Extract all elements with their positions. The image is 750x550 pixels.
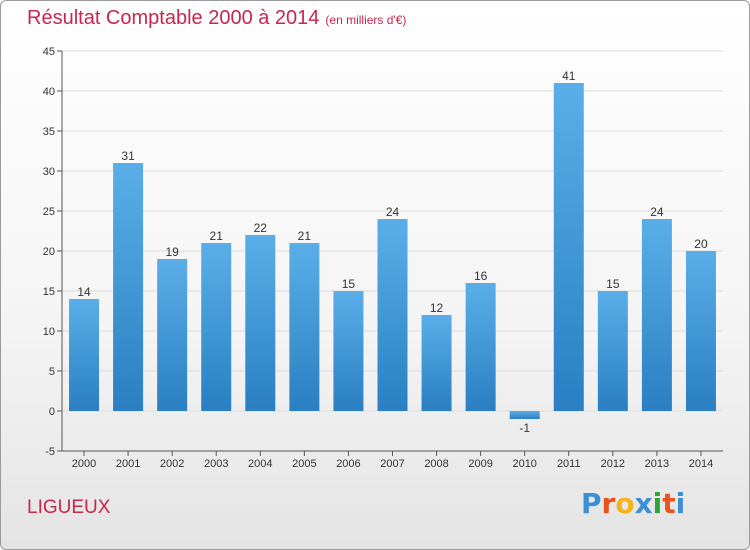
data-label: 14: [77, 285, 91, 299]
title-text: Résultat Comptable 2000 à 2014: [27, 7, 320, 29]
bar-2004: [245, 235, 276, 411]
bar-2007: [377, 219, 408, 411]
bar-2001: [113, 163, 144, 411]
data-label: 21: [298, 229, 312, 243]
y-tick-label: 30: [43, 166, 55, 178]
bar-2000: [69, 299, 100, 411]
logo-letter: o: [615, 487, 635, 520]
title-unit: (en milliers d'€): [325, 13, 407, 27]
logo-letter: x: [634, 487, 653, 520]
logo-letter: i: [675, 487, 686, 520]
x-tick-label: 2011: [557, 458, 581, 470]
x-tick-label: 2002: [160, 458, 184, 470]
bar-2009: [465, 283, 496, 411]
data-label: 24: [386, 205, 400, 219]
bar-2005: [289, 243, 320, 411]
x-tick-label: 2006: [336, 458, 360, 470]
bar-2006: [333, 291, 364, 411]
x-tick-label: 2008: [424, 458, 448, 470]
y-tick-label: 45: [43, 46, 55, 58]
data-label: 15: [606, 277, 620, 291]
data-label: 15: [342, 277, 356, 291]
logo-letter: i: [652, 487, 663, 520]
x-tick-label: 2014: [689, 458, 713, 470]
logo-letter: P: [581, 487, 602, 520]
x-tick-label: 2007: [380, 458, 404, 470]
data-label: 19: [165, 245, 179, 259]
data-label: 22: [254, 221, 268, 235]
x-tick-label: 2001: [116, 458, 140, 470]
bar-2010: [509, 411, 540, 419]
data-label: 41: [562, 69, 576, 83]
x-tick-label: 2012: [601, 458, 625, 470]
axes: -5 0 5 10 15 20 25 30 35 40 45 2000 2001 2002 2003 2004…: [43, 46, 723, 470]
y-tick-label: 0: [49, 406, 55, 418]
data-label: 16: [474, 269, 488, 283]
x-tick-label: 2009: [468, 458, 492, 470]
bar-2008: [421, 315, 452, 411]
data-label: -1: [519, 421, 530, 435]
y-tick-label: 15: [43, 286, 55, 298]
bars: [69, 83, 716, 419]
bar-2014: [685, 251, 716, 411]
data-label: 20: [694, 237, 708, 251]
bar-2012: [597, 291, 628, 411]
x-tick-label: 2003: [204, 458, 228, 470]
y-tick-label: 25: [43, 206, 55, 218]
x-tick-label: 2000: [72, 458, 96, 470]
y-tick-label: 40: [43, 86, 55, 98]
bar-2013: [641, 219, 672, 411]
bar-2002: [157, 259, 188, 411]
data-label: 24: [650, 205, 664, 219]
data-label: 21: [210, 229, 224, 243]
y-tick-label: 35: [43, 126, 55, 138]
labels: 14 31 19 21 22 21 15 24 12 16 -1 41 15 24 20: [77, 69, 708, 435]
x-tick-label: 2010: [512, 458, 536, 470]
bar-2003: [201, 243, 232, 411]
logo-letter: r: [601, 487, 616, 520]
x-tick-label: 2013: [645, 458, 669, 470]
chart-title: Résultat Comptable 2000 à 2014 (en millie…: [27, 7, 406, 30]
proxiti-logo: Proxiti: [581, 487, 685, 520]
y-tick-label: 10: [43, 326, 55, 338]
commune-name: LIGUEUX: [27, 497, 111, 518]
y-tick-label: 20: [43, 246, 55, 258]
y-tick-label: 5: [49, 366, 55, 378]
x-tick-label: 2004: [248, 458, 272, 470]
data-label: 12: [430, 301, 444, 315]
y-tick-label: -5: [45, 446, 55, 458]
data-label: 31: [121, 149, 135, 163]
x-tick-label: 2005: [292, 458, 316, 470]
logo-letter: t: [662, 487, 676, 520]
bar-2011: [553, 83, 584, 411]
